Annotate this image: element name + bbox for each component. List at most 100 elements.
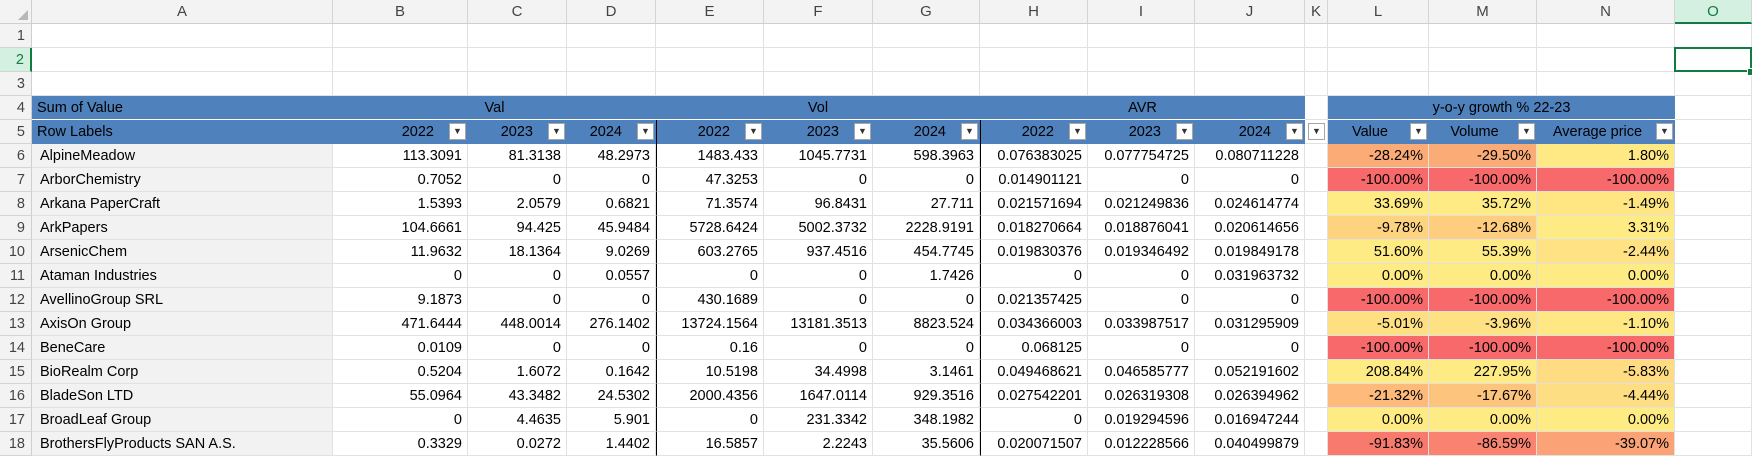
- value-cell[interactable]: 0: [333, 264, 468, 288]
- value-cell[interactable]: 0.1642: [567, 360, 656, 384]
- column-header-f[interactable]: F: [764, 0, 873, 24]
- value-cell[interactable]: 0.031963732: [1195, 264, 1305, 288]
- growth-cell[interactable]: -3.96%: [1429, 312, 1537, 336]
- value-cell[interactable]: 13181.3513: [764, 312, 873, 336]
- growth-cell[interactable]: 0.00%: [1328, 408, 1429, 432]
- group-header-avr[interactable]: AVR: [980, 96, 1305, 120]
- growth-cell[interactable]: 0.00%: [1429, 408, 1537, 432]
- value-cell[interactable]: 3.1461: [873, 360, 980, 384]
- value-cell[interactable]: 9.0269: [567, 240, 656, 264]
- sheet-cell[interactable]: [1675, 24, 1752, 48]
- row-labels-header[interactable]: Row Labels: [32, 120, 333, 144]
- growth-cell[interactable]: -100.00%: [1429, 168, 1537, 192]
- sheet-cell[interactable]: [1675, 384, 1752, 408]
- value-cell[interactable]: 0.0272: [468, 432, 567, 456]
- value-cell[interactable]: 0.018876041: [1088, 216, 1195, 240]
- value-cell[interactable]: 2000.4356: [656, 384, 764, 408]
- growth-cell[interactable]: -29.50%: [1429, 144, 1537, 168]
- value-cell[interactable]: 0: [1195, 168, 1305, 192]
- value-cell[interactable]: 1.4402: [567, 432, 656, 456]
- column-header-i[interactable]: I: [1088, 0, 1195, 24]
- value-cell[interactable]: 113.3091: [333, 144, 468, 168]
- value-cell[interactable]: 0: [468, 168, 567, 192]
- sheet-cell[interactable]: [1429, 24, 1537, 48]
- sheet-cell[interactable]: [32, 48, 333, 72]
- row-header-12[interactable]: 12: [0, 288, 32, 312]
- value-cell[interactable]: 0.077754725: [1088, 144, 1195, 168]
- growth-cell[interactable]: 0.00%: [1537, 408, 1675, 432]
- sheet-cell[interactable]: [1305, 48, 1328, 72]
- value-cell[interactable]: 0.033987517: [1088, 312, 1195, 336]
- row-label[interactable]: BroadLeaf Group: [32, 408, 333, 432]
- sheet-cell[interactable]: [1429, 48, 1537, 72]
- value-cell[interactable]: 0.016947244: [1195, 408, 1305, 432]
- sheet-cell[interactable]: [1675, 336, 1752, 360]
- value-cell[interactable]: 43.3482: [468, 384, 567, 408]
- sheet-cell[interactable]: [333, 72, 468, 96]
- sheet-cell[interactable]: [567, 48, 656, 72]
- sheet-cell[interactable]: [1305, 96, 1328, 120]
- value-cell[interactable]: 5.901: [567, 408, 656, 432]
- sheet-cell[interactable]: [764, 48, 873, 72]
- row-header-6[interactable]: 6: [0, 144, 32, 168]
- sheet-cell[interactable]: [1195, 72, 1305, 96]
- value-cell[interactable]: 94.425: [468, 216, 567, 240]
- value-cell[interactable]: 0: [468, 336, 567, 360]
- fill-handle[interactable]: [1747, 68, 1752, 76]
- value-cell[interactable]: 0: [1088, 264, 1195, 288]
- growth-cell[interactable]: -100.00%: [1537, 288, 1675, 312]
- growth-cell[interactable]: -100.00%: [1328, 288, 1429, 312]
- value-cell[interactable]: 0.020614656: [1195, 216, 1305, 240]
- growth-cell[interactable]: -100.00%: [1429, 288, 1537, 312]
- growth-cell[interactable]: 55.39%: [1429, 240, 1537, 264]
- value-cell[interactable]: 0: [656, 408, 764, 432]
- row-header-18[interactable]: 18: [0, 432, 32, 456]
- row-header-10[interactable]: 10: [0, 240, 32, 264]
- column-header-e[interactable]: E: [656, 0, 764, 24]
- filter-dropdown-icon[interactable]: ▼: [637, 123, 654, 140]
- value-cell[interactable]: 0: [567, 288, 656, 312]
- value-cell[interactable]: 34.4998: [764, 360, 873, 384]
- growth-cell[interactable]: -9.78%: [1328, 216, 1429, 240]
- value-cell[interactable]: 0: [1088, 168, 1195, 192]
- value-cell[interactable]: 0.020071507: [980, 432, 1088, 456]
- value-cell[interactable]: 0: [333, 408, 468, 432]
- filter-dropdown-icon[interactable]: ▼: [449, 123, 466, 140]
- value-cell[interactable]: 0: [764, 288, 873, 312]
- value-cell[interactable]: 0.076383025: [980, 144, 1088, 168]
- sheet-cell[interactable]: [1675, 432, 1752, 456]
- growth-cell[interactable]: 227.95%: [1429, 360, 1537, 384]
- row-label[interactable]: ArkPapers: [32, 216, 333, 240]
- value-cell[interactable]: 0: [764, 336, 873, 360]
- sheet-cell[interactable]: [32, 24, 333, 48]
- value-cell[interactable]: 231.3342: [764, 408, 873, 432]
- row-header-14[interactable]: 14: [0, 336, 32, 360]
- sheet-cell[interactable]: [32, 72, 333, 96]
- growth-cell[interactable]: -1.10%: [1537, 312, 1675, 336]
- growth-cell[interactable]: 33.69%: [1328, 192, 1429, 216]
- sheet-cell[interactable]: [567, 24, 656, 48]
- value-cell[interactable]: 0: [873, 288, 980, 312]
- value-cell[interactable]: 1.5393: [333, 192, 468, 216]
- value-cell[interactable]: 0.049468621: [980, 360, 1088, 384]
- sheet-cell[interactable]: [656, 24, 764, 48]
- value-cell[interactable]: 0.052191602: [1195, 360, 1305, 384]
- growth-cell[interactable]: -5.83%: [1537, 360, 1675, 384]
- value-cell[interactable]: 9.1873: [333, 288, 468, 312]
- sheet-cell[interactable]: [873, 24, 980, 48]
- row-header-2[interactable]: 2: [0, 48, 32, 72]
- year-header-2024[interactable]: 2024 ▼: [1195, 120, 1305, 144]
- value-cell[interactable]: 0: [873, 168, 980, 192]
- sheet-cell[interactable]: [980, 24, 1088, 48]
- sheet-cell[interactable]: [764, 24, 873, 48]
- growth-cell[interactable]: -100.00%: [1537, 336, 1675, 360]
- column-header-b[interactable]: B: [333, 0, 468, 24]
- value-cell[interactable]: 0.026394962: [1195, 384, 1305, 408]
- value-cell[interactable]: 0.019294596: [1088, 408, 1195, 432]
- value-cell[interactable]: 81.3138: [468, 144, 567, 168]
- sheet-cell[interactable]: [1305, 264, 1328, 288]
- value-cell[interactable]: 0.014901121: [980, 168, 1088, 192]
- growth-cell[interactable]: -100.00%: [1328, 168, 1429, 192]
- value-cell[interactable]: 0.0109: [333, 336, 468, 360]
- growth-cell[interactable]: -2.44%: [1537, 240, 1675, 264]
